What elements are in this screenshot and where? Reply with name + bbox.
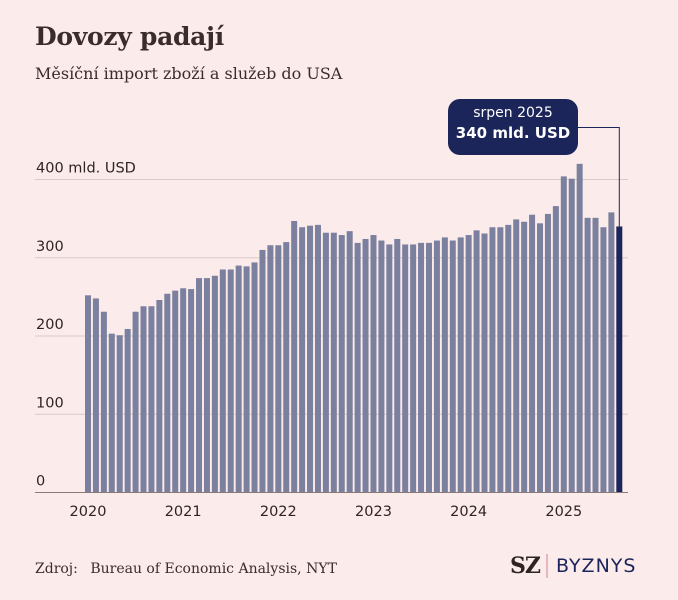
bar bbox=[362, 238, 369, 493]
bar bbox=[164, 293, 171, 493]
x-tick-label: 2025 bbox=[545, 504, 582, 520]
x-tick-label: 2023 bbox=[355, 504, 392, 520]
bar bbox=[92, 298, 99, 493]
source-text: Bureau of Economic Analysis, NYT bbox=[90, 561, 337, 577]
bar bbox=[227, 269, 234, 493]
bar bbox=[354, 242, 361, 493]
bar bbox=[457, 237, 464, 493]
bar bbox=[172, 290, 179, 493]
bar bbox=[211, 275, 218, 493]
publisher-logo: SZ BYZNYS bbox=[510, 553, 636, 579]
y-tick-label: 200 bbox=[36, 317, 64, 333]
bar bbox=[521, 221, 528, 493]
chart-title: Dovozy padají bbox=[35, 22, 224, 51]
logo-mark: SZ bbox=[510, 553, 541, 579]
bar bbox=[449, 240, 456, 493]
bar bbox=[188, 289, 195, 493]
bars bbox=[85, 163, 623, 493]
bar bbox=[370, 235, 377, 493]
x-tick-label: 2020 bbox=[70, 504, 107, 520]
y-tick-label: 300 bbox=[36, 239, 64, 255]
bar bbox=[402, 244, 409, 493]
bar bbox=[291, 220, 298, 493]
y-axis-labels: 0 100 200 300 400 mld. USD bbox=[36, 161, 136, 490]
bar bbox=[394, 238, 401, 493]
chart-subtitle: Měsíční import zboží a služeb do USA bbox=[35, 64, 343, 83]
bar bbox=[203, 278, 210, 493]
bar bbox=[481, 233, 488, 493]
bar bbox=[140, 306, 147, 493]
bar bbox=[576, 163, 583, 493]
bar bbox=[386, 244, 393, 493]
bar bbox=[251, 262, 258, 493]
bar bbox=[116, 335, 123, 493]
bar bbox=[100, 311, 107, 493]
bar bbox=[235, 265, 242, 493]
bar bbox=[299, 227, 306, 493]
logo-divider bbox=[545, 554, 548, 578]
callout-annotation: srpen 2025 340 mld. USD bbox=[448, 99, 578, 155]
bar bbox=[338, 235, 345, 493]
bar bbox=[108, 333, 115, 493]
bar bbox=[497, 227, 504, 493]
bar bbox=[330, 232, 337, 493]
source-note: Zdroj: Bureau of Economic Analysis, NYT bbox=[35, 561, 337, 577]
bar bbox=[322, 232, 329, 493]
bar bbox=[156, 300, 163, 493]
y-tick-label: 0 bbox=[36, 474, 45, 490]
bar bbox=[513, 219, 520, 493]
bar bbox=[243, 266, 250, 493]
bar bbox=[410, 244, 417, 493]
bar bbox=[568, 178, 575, 493]
bar bbox=[552, 206, 559, 493]
bar bbox=[544, 213, 551, 493]
bar bbox=[600, 227, 607, 493]
bar bbox=[608, 212, 615, 493]
bar bbox=[148, 306, 155, 493]
bar bbox=[465, 235, 472, 493]
callout-connector-line bbox=[578, 127, 620, 227]
bar bbox=[505, 224, 512, 493]
bar bbox=[346, 231, 353, 493]
callout-date: srpen 2025 bbox=[473, 105, 553, 121]
bar bbox=[85, 295, 91, 493]
bar bbox=[433, 240, 440, 493]
callout-value: 340 mld. USD bbox=[455, 124, 571, 142]
bar bbox=[584, 217, 591, 493]
bar bbox=[132, 311, 139, 493]
bar bbox=[537, 223, 544, 493]
bar bbox=[196, 278, 203, 493]
bar bbox=[307, 225, 314, 493]
bar bbox=[529, 214, 536, 493]
x-tick-label: 2022 bbox=[260, 504, 297, 520]
bar bbox=[219, 269, 226, 493]
source-label: Zdroj: bbox=[35, 561, 78, 577]
bar bbox=[314, 224, 321, 493]
bar bbox=[473, 230, 480, 493]
bar bbox=[441, 237, 448, 493]
bar bbox=[418, 242, 425, 493]
bar bbox=[267, 245, 274, 493]
bar bbox=[489, 227, 496, 493]
bar bbox=[124, 328, 131, 493]
y-tick-label: 400 mld. USD bbox=[36, 161, 136, 177]
bar bbox=[378, 240, 385, 493]
bar bbox=[259, 249, 266, 493]
bar-highlighted bbox=[616, 226, 623, 493]
x-axis-labels: 2020 2021 2022 2023 2024 2025 bbox=[70, 504, 583, 520]
x-tick-label: 2024 bbox=[450, 504, 487, 520]
x-tick-label: 2021 bbox=[165, 504, 202, 520]
bar bbox=[180, 288, 187, 493]
bar bbox=[592, 217, 599, 493]
logo-text: BYZNYS bbox=[555, 555, 637, 577]
bar bbox=[275, 245, 282, 493]
y-tick-label: 100 bbox=[36, 395, 64, 411]
bar bbox=[283, 242, 290, 493]
bar bbox=[425, 242, 432, 493]
bar bbox=[560, 176, 567, 493]
